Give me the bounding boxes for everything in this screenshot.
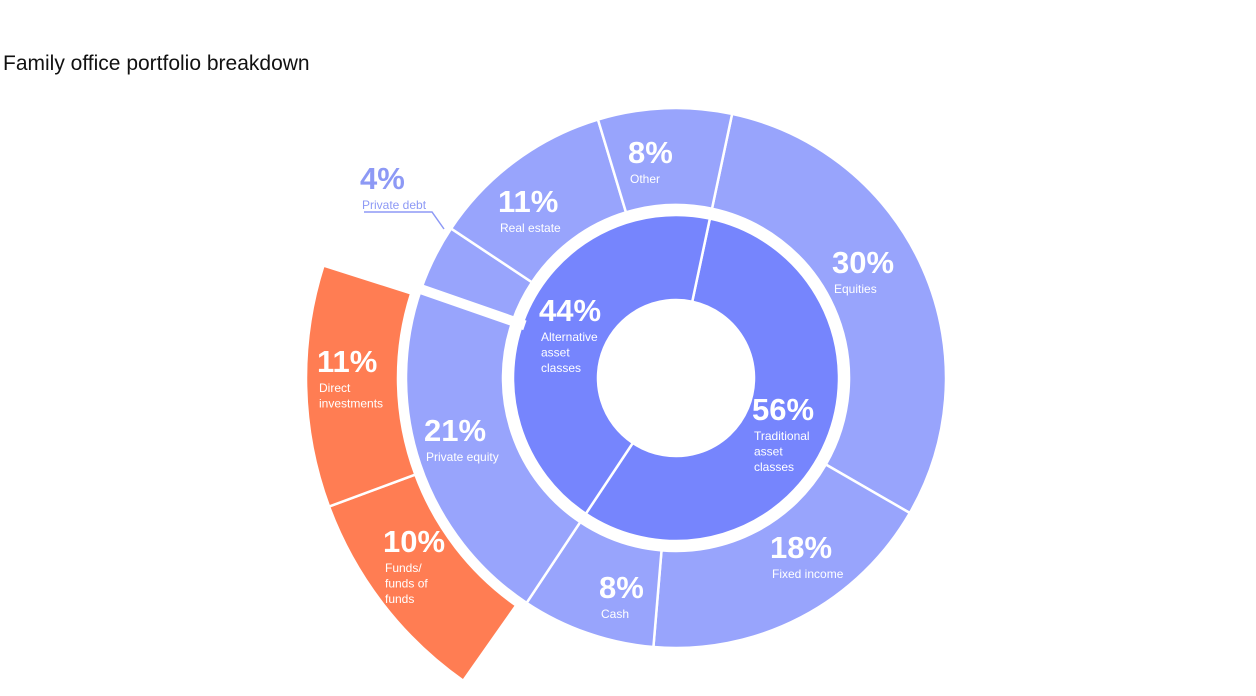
chart-title: Family office portfolio breakdown (3, 52, 310, 75)
funds-funds-of-funds-value-label: 10% (383, 524, 445, 559)
alternative-asset-classes-value-label: 44% (539, 293, 601, 328)
traditional-asset-classes-category-label: Traditional (754, 429, 810, 443)
private-debt-value-label: 4% (360, 161, 405, 196)
private-equity-category-label: Private equity (426, 450, 499, 464)
fixed-income-value-label: 18% (770, 530, 832, 565)
fixed-income-category-label: Fixed income (772, 567, 844, 581)
other-segment (596, 106, 734, 214)
private-debt-category-label: Private debt (362, 198, 427, 212)
other-category-label: Other (630, 172, 660, 186)
equities-category-label: Equities (834, 282, 877, 296)
traditional-asset-classes-segment (584, 217, 841, 543)
private-equity-segment (404, 287, 582, 605)
fixed-income-segment (652, 462, 912, 650)
funds-funds-of-funds-category-label: Funds/ (385, 561, 422, 575)
real-estate-category-label: Real estate (500, 221, 561, 235)
alternative-asset-classes-category-label: asset (541, 346, 570, 360)
equities-value-label: 30% (832, 245, 894, 280)
private-debt-leader-line (364, 211, 445, 230)
alternative-asset-classes-segment (511, 213, 712, 516)
direct-investments-value-label: 11% (317, 344, 377, 379)
other-value-label: 8% (628, 135, 673, 170)
traditional-asset-classes-value-label: 56% (752, 392, 814, 427)
real-estate-value-label: 11% (498, 184, 558, 219)
traditional-asset-classes-category-label: classes (754, 460, 794, 474)
equities-segment (710, 112, 948, 515)
direct-investments-category-label: investments (319, 397, 383, 411)
funds-funds-of-funds-category-label: funds (385, 592, 414, 606)
direct-investments-segment (304, 263, 417, 509)
ring-separator (504, 206, 848, 550)
traditional-asset-classes-category-label: asset (754, 445, 783, 459)
private-equity-value-label: 21% (424, 413, 486, 448)
alternative-asset-classes-category-label: classes (541, 361, 581, 375)
alternative-asset-classes-category-label: Alternative (541, 330, 598, 344)
direct-investments-category-label: Direct (319, 381, 351, 395)
cash-category-label: Cash (601, 607, 629, 621)
cash-value-label: 8% (599, 570, 644, 605)
expansion-divider (323, 250, 527, 331)
funds-funds-of-funds-category-label: funds of (385, 577, 428, 591)
